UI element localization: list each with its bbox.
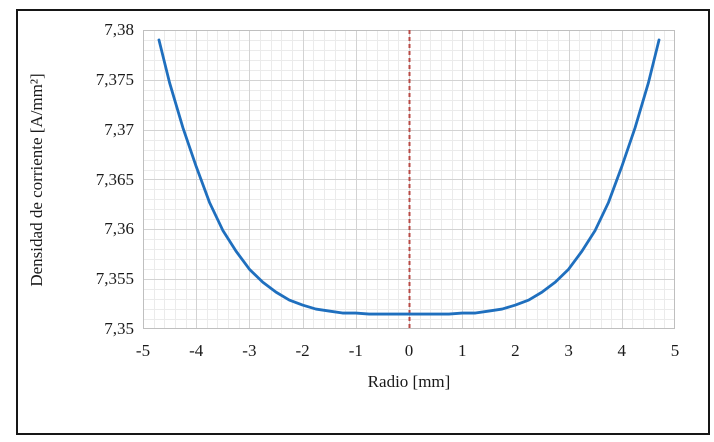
x-tick-label: 3 (564, 341, 573, 360)
x-axis-title: Radio [mm] (367, 372, 451, 391)
y-tick-label: 7,365 (95, 169, 134, 189)
y-tick-label: 7,355 (95, 269, 134, 289)
x-tick-label: 0 (404, 341, 414, 360)
y-tick-label: 7,38 (104, 20, 134, 39)
series-densidad_de_corriente (157, 38, 661, 316)
x-tick-label: 1 (457, 341, 467, 360)
x-tick-label: -2 (295, 341, 310, 360)
x-tick-label: 4 (617, 341, 627, 360)
y-tick-label: 7,36 (104, 219, 134, 239)
x-tick-label: -5 (135, 341, 151, 360)
x-tick-label: -4 (189, 341, 204, 360)
x-tick-label: 2 (511, 341, 520, 360)
y-tick-label: 7,375 (95, 69, 134, 89)
y-tick-label: 7,35 (104, 319, 134, 338)
y-axis-title: Densidad de corriente [A/mm²] (27, 73, 46, 287)
x-tick-label: -3 (242, 341, 257, 360)
x-tick-label: 5 (670, 341, 680, 360)
y-tick-label: 7,37 (104, 119, 134, 139)
x-tick-label: -1 (348, 341, 363, 360)
plot-area (143, 30, 675, 329)
